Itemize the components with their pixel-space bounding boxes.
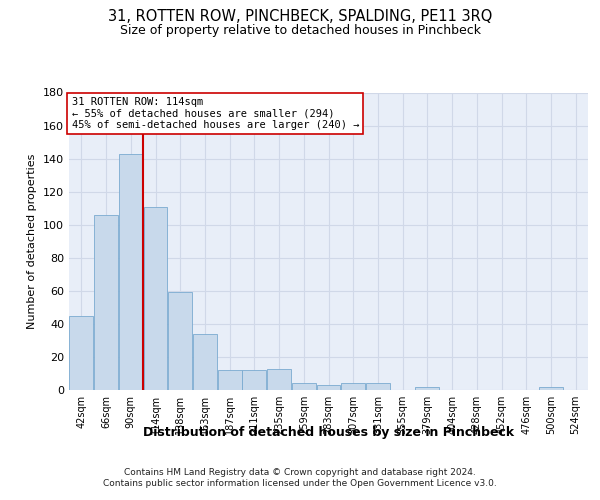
Bar: [539, 386, 563, 390]
Bar: [317, 385, 340, 390]
Y-axis label: Number of detached properties: Number of detached properties: [28, 154, 37, 329]
Bar: [415, 386, 439, 390]
Bar: [292, 384, 316, 390]
Text: Distribution of detached houses by size in Pinchbeck: Distribution of detached houses by size …: [143, 426, 514, 439]
Bar: [341, 384, 365, 390]
Bar: [242, 370, 266, 390]
Bar: [168, 292, 192, 390]
Bar: [218, 370, 242, 390]
Text: 31, ROTTEN ROW, PINCHBECK, SPALDING, PE11 3RQ: 31, ROTTEN ROW, PINCHBECK, SPALDING, PE1…: [108, 9, 492, 24]
Bar: [366, 384, 390, 390]
Bar: [94, 215, 118, 390]
Bar: [267, 368, 291, 390]
Bar: [193, 334, 217, 390]
Bar: [143, 206, 167, 390]
Bar: [119, 154, 143, 390]
Text: 31 ROTTEN ROW: 114sqm
← 55% of detached houses are smaller (294)
45% of semi-det: 31 ROTTEN ROW: 114sqm ← 55% of detached …: [71, 97, 359, 130]
Text: Size of property relative to detached houses in Pinchbeck: Size of property relative to detached ho…: [119, 24, 481, 37]
Text: Contains HM Land Registry data © Crown copyright and database right 2024.: Contains HM Land Registry data © Crown c…: [124, 468, 476, 477]
Bar: [70, 316, 94, 390]
Text: Contains public sector information licensed under the Open Government Licence v3: Contains public sector information licen…: [103, 480, 497, 488]
